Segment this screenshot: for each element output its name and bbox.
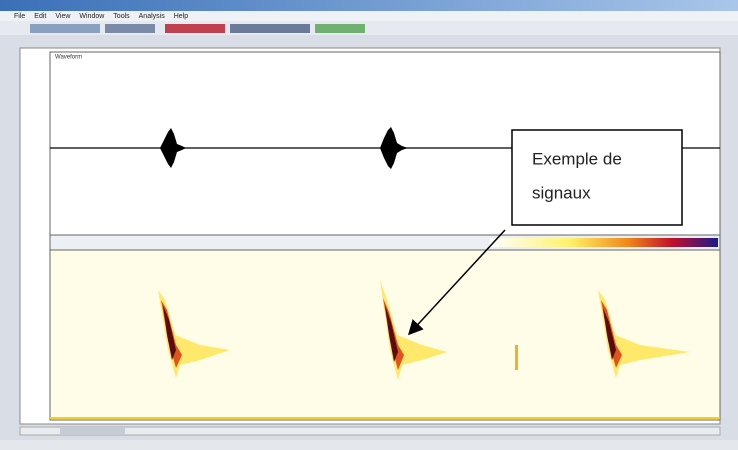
spectrogram-panel — [49, 249, 721, 421]
menu-item[interactable]: Window — [79, 13, 105, 20]
menu-item[interactable]: View — [55, 13, 71, 20]
scroll-thumb[interactable] — [60, 428, 125, 434]
annotation-text: signaux — [532, 183, 591, 202]
scrollbar[interactable] — [19, 426, 721, 436]
menu-item[interactable]: Tools — [113, 13, 130, 20]
menu-item[interactable]: Analysis — [139, 13, 166, 20]
spectrogram-calls — [158, 280, 690, 380]
annotation-text: Exemple de — [532, 149, 622, 168]
annotation-box — [511, 129, 683, 226]
status-bar — [0, 440, 738, 450]
annotation-arrow — [407, 229, 506, 336]
waveform-label: Waveform — [55, 55, 82, 61]
waveform-bursts — [160, 127, 408, 169]
menu-item[interactable]: Edit — [34, 13, 46, 20]
menu-item[interactable]: File — [14, 13, 25, 20]
menu-item[interactable]: Help — [174, 13, 189, 20]
title-bar — [0, 0, 738, 11]
color-scale — [490, 238, 718, 247]
toolbar-icons — [30, 24, 365, 33]
menu-bar — [0, 11, 738, 21]
